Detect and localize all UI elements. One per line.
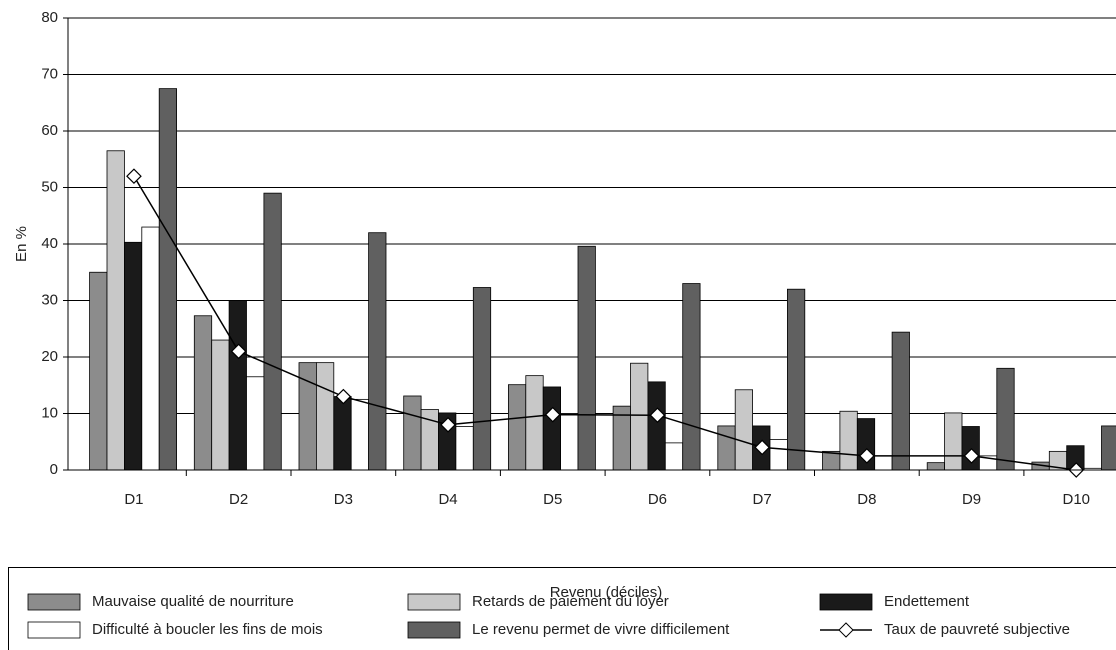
bar [839, 410, 858, 471]
bar [106, 150, 125, 471]
bar [263, 192, 282, 471]
bar [1101, 425, 1116, 471]
x-tick-label: D7 [753, 491, 772, 508]
x-tick-label: D4 [438, 491, 457, 508]
bar [577, 245, 596, 471]
marker [754, 439, 770, 456]
marker [649, 407, 666, 424]
bar [769, 439, 788, 471]
bar [333, 396, 352, 471]
legend-swatch [819, 593, 873, 611]
bar [874, 455, 893, 471]
bar [560, 413, 579, 471]
y-tick-label: 20 [41, 348, 58, 365]
bar [315, 362, 335, 471]
y-tick-label: 10 [41, 404, 58, 421]
marker [126, 168, 142, 185]
bar [472, 287, 492, 471]
legend-label: Le revenu permet de vivre difficilement [472, 621, 730, 638]
marker [963, 448, 980, 464]
bar [403, 395, 422, 471]
bar [455, 426, 474, 471]
legend-swatch [27, 593, 81, 611]
y-axis-label: En % [13, 226, 30, 262]
x-tick-label: D6 [648, 491, 667, 508]
y-tick-label: 30 [41, 291, 58, 308]
bar [89, 271, 108, 471]
bar [717, 425, 736, 471]
x-tick-label: D3 [334, 491, 353, 508]
bar [211, 339, 230, 471]
line [133, 175, 1077, 471]
legend-label: Retards de paiement du loyer [472, 593, 669, 610]
legend-swatch [407, 621, 461, 639]
bar [926, 462, 946, 471]
bar [507, 384, 527, 471]
bar [944, 412, 963, 471]
bar [525, 375, 544, 471]
marker [859, 448, 875, 464]
bar [630, 362, 649, 471]
x-tick-label: D9 [962, 491, 981, 508]
bar [158, 88, 177, 471]
legend-label: Endettement [884, 593, 970, 610]
x-tick-label: D10 [1062, 491, 1090, 508]
bar [787, 288, 806, 471]
bar [368, 232, 387, 471]
bar [664, 442, 684, 471]
x-axis-label: Revenu (déciles) [550, 584, 663, 601]
bar [891, 331, 910, 471]
legend-box [8, 567, 1116, 650]
y-tick-label: 60 [41, 122, 58, 139]
x-tick-label: D1 [124, 491, 143, 508]
legend-label: Difficulté à boucler les fins de mois [92, 621, 323, 638]
bar [124, 241, 143, 471]
y-tick-label: 50 [41, 178, 58, 195]
bar [682, 283, 701, 471]
bar [734, 389, 754, 471]
bar [961, 426, 980, 471]
x-tick-label: D5 [543, 491, 562, 508]
bar [542, 386, 562, 471]
bar [141, 226, 160, 471]
bar [228, 300, 247, 471]
marker [544, 406, 561, 423]
bar [350, 398, 370, 471]
bar [996, 367, 1015, 471]
y-tick-label: 70 [41, 65, 58, 82]
legend-label: Taux de pauvreté subjective [884, 621, 1070, 638]
y-tick-label: 40 [41, 235, 58, 252]
legend-label: Mauvaise qualité de nourriture [92, 593, 294, 610]
x-tick-label: D2 [229, 491, 248, 508]
bar [193, 315, 213, 471]
legend-swatch [407, 593, 461, 611]
marker [230, 343, 247, 360]
legend-swatch [27, 621, 81, 639]
legend-marker [838, 622, 854, 638]
x-tick-label: D8 [857, 491, 876, 508]
bar [647, 381, 666, 471]
marker [335, 388, 352, 405]
marker [440, 416, 456, 433]
bar [246, 376, 265, 471]
y-tick-label: 0 [50, 461, 58, 478]
y-tick-label: 80 [41, 9, 58, 26]
